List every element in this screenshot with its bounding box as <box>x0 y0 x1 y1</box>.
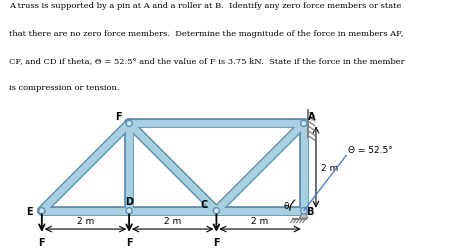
Circle shape <box>126 121 132 127</box>
Circle shape <box>39 208 45 214</box>
Text: 2 m: 2 m <box>164 216 181 225</box>
Circle shape <box>300 121 306 127</box>
Text: 2 m: 2 m <box>251 216 268 225</box>
Text: CF, and CD if theta, Θ = 52.5° and the value of F is 3.75 kN.  State if the forc: CF, and CD if theta, Θ = 52.5° and the v… <box>9 57 404 65</box>
Text: F: F <box>212 237 219 247</box>
Text: 2 m: 2 m <box>77 216 94 225</box>
Text: A: A <box>307 111 315 121</box>
Text: F: F <box>126 237 132 247</box>
Text: A truss is supported by a pin at A and a roller at B.  Identify any zero force m: A truss is supported by a pin at A and a… <box>9 2 400 10</box>
Text: C: C <box>200 199 207 209</box>
Text: θ: θ <box>283 201 288 210</box>
Text: E: E <box>26 206 33 216</box>
Text: F: F <box>38 237 45 247</box>
Text: D: D <box>125 196 133 206</box>
Text: Θ = 52.5°: Θ = 52.5° <box>348 146 392 154</box>
Text: B: B <box>306 206 313 216</box>
Text: 2 m: 2 m <box>320 163 338 172</box>
Text: that there are no zero force members.  Determine the magnitude of the force in m: that there are no zero force members. De… <box>9 30 403 37</box>
Text: F: F <box>115 111 121 121</box>
Circle shape <box>126 208 132 214</box>
Circle shape <box>300 208 306 214</box>
Text: is compression or tension.: is compression or tension. <box>9 84 119 92</box>
Polygon shape <box>299 211 308 218</box>
Circle shape <box>213 208 219 214</box>
